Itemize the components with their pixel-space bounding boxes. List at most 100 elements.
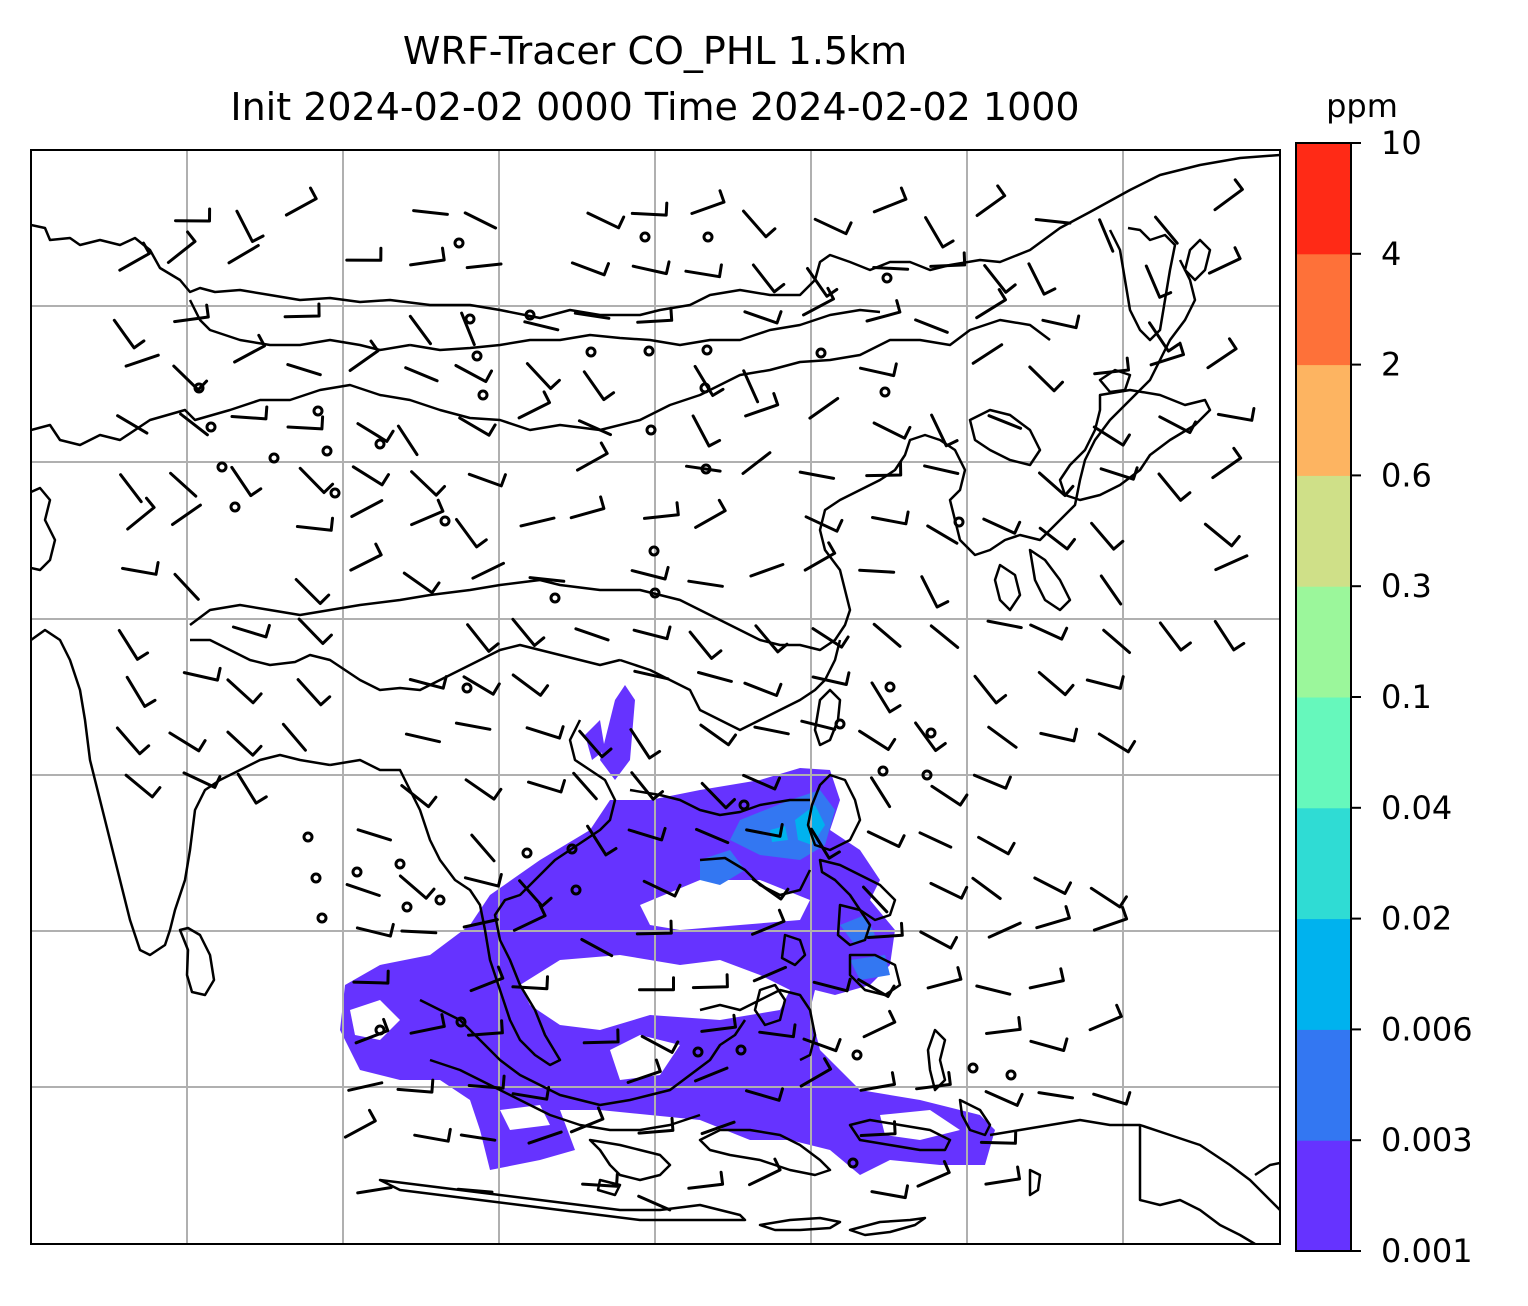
wind-barb [975, 984, 1012, 996]
wind-barb [413, 1127, 452, 1143]
wind-barb [463, 211, 498, 230]
wind-barb [512, 903, 547, 932]
wind-barb [811, 627, 850, 649]
wind-barb [226, 730, 263, 757]
wind-barb [112, 318, 146, 350]
wind-barb [582, 1028, 620, 1045]
wind-barb [525, 725, 565, 740]
wind-barb [226, 678, 263, 705]
wind-barb [862, 1009, 897, 1039]
wind-barb [1038, 471, 1075, 497]
wind-barb [804, 515, 844, 533]
wind-barb [930, 784, 969, 807]
wind-barb [748, 1157, 782, 1187]
wind-barb [630, 201, 669, 217]
wind-barb [979, 1129, 1018, 1145]
wind-barb [396, 1078, 435, 1094]
wind-barb [350, 499, 384, 518]
wind-barb [1029, 623, 1069, 641]
wind-barb [172, 364, 209, 392]
wind-barb [751, 908, 786, 936]
wind-barb [511, 673, 550, 697]
wind-barb [929, 881, 969, 900]
wind-barb [916, 1160, 951, 1188]
wind-barb [1144, 264, 1173, 299]
wind-barb [640, 1034, 680, 1054]
wind-barb [687, 1170, 725, 1190]
wind-barb [408, 675, 448, 690]
wind-barb [643, 501, 680, 520]
wind-barb [803, 541, 837, 572]
wind-barb [699, 723, 737, 747]
wind-barb [977, 835, 1016, 856]
wind-barb [1037, 1091, 1074, 1100]
wind-barb [1093, 356, 1130, 376]
wind-barb [872, 622, 902, 648]
wind-barb [636, 306, 674, 324]
wind-barb [983, 264, 1017, 294]
wind-barb [745, 823, 784, 838]
wind-barb [286, 363, 322, 377]
wind-barb [1085, 675, 1125, 690]
wind-barb [471, 561, 505, 580]
wind-barb [115, 726, 151, 756]
wind-barb [800, 719, 837, 731]
wind-barb [914, 721, 947, 752]
wind-barb [231, 623, 271, 639]
wind-barb [972, 773, 1012, 790]
wind-barb [987, 921, 1022, 939]
wind-barb [984, 1165, 1021, 1186]
wind-barb [463, 873, 503, 888]
wind-barb [626, 1058, 662, 1084]
wind-barb [404, 732, 441, 744]
wind-barb [749, 563, 785, 578]
wind-barb [802, 286, 835, 317]
wind-barb [169, 471, 198, 498]
wind-barb [684, 263, 723, 279]
wind-barb [525, 362, 561, 390]
colorbar-tick-label: 0.04 [1381, 789, 1452, 827]
wind-barb [398, 874, 436, 900]
wind-barb [1148, 321, 1180, 353]
wind-barb [348, 339, 380, 372]
wind-barb [410, 470, 446, 497]
wind-barb [586, 211, 626, 230]
wind-barb [858, 729, 897, 751]
wind-barb [871, 510, 910, 526]
plume-gaps [350, 880, 960, 1140]
wind-barb [570, 261, 610, 277]
gridlines [31, 150, 1280, 1244]
wind-barb [456, 1187, 494, 1194]
wind-barb [454, 721, 492, 731]
wind-barb [971, 876, 1002, 900]
wind-barb [741, 451, 772, 475]
wind-barb [119, 473, 143, 504]
wind-barb [688, 630, 723, 660]
wind-barb [462, 918, 499, 929]
wind-barb [812, 977, 852, 993]
wind-barb [1090, 521, 1125, 551]
wind-barb [517, 390, 551, 420]
wind-barb [182, 666, 222, 682]
wind-barb [116, 414, 149, 435]
colorbar-tick-label: 0.001 [1381, 1232, 1473, 1270]
colorbar-tick-label: 2 [1381, 346, 1401, 384]
wind-barb [1102, 628, 1131, 654]
wind-barb [396, 424, 419, 457]
wind-barb [744, 392, 780, 418]
wind-barb [1029, 1037, 1069, 1052]
wind-barb [125, 675, 157, 708]
wind-barb [230, 405, 269, 421]
colorbar-tick-label: 0.3 [1381, 567, 1432, 605]
wind-barb [179, 412, 209, 437]
wind-barb [283, 302, 321, 319]
wind-barb [281, 722, 307, 752]
wind-barbs [112, 178, 1256, 1212]
colorbar-swatch [1296, 1140, 1351, 1252]
wind-barb [975, 288, 1007, 320]
wind-barb [754, 624, 789, 654]
wind-barb [630, 565, 670, 581]
wind-barb [859, 1120, 897, 1137]
wind-barb [518, 879, 553, 908]
